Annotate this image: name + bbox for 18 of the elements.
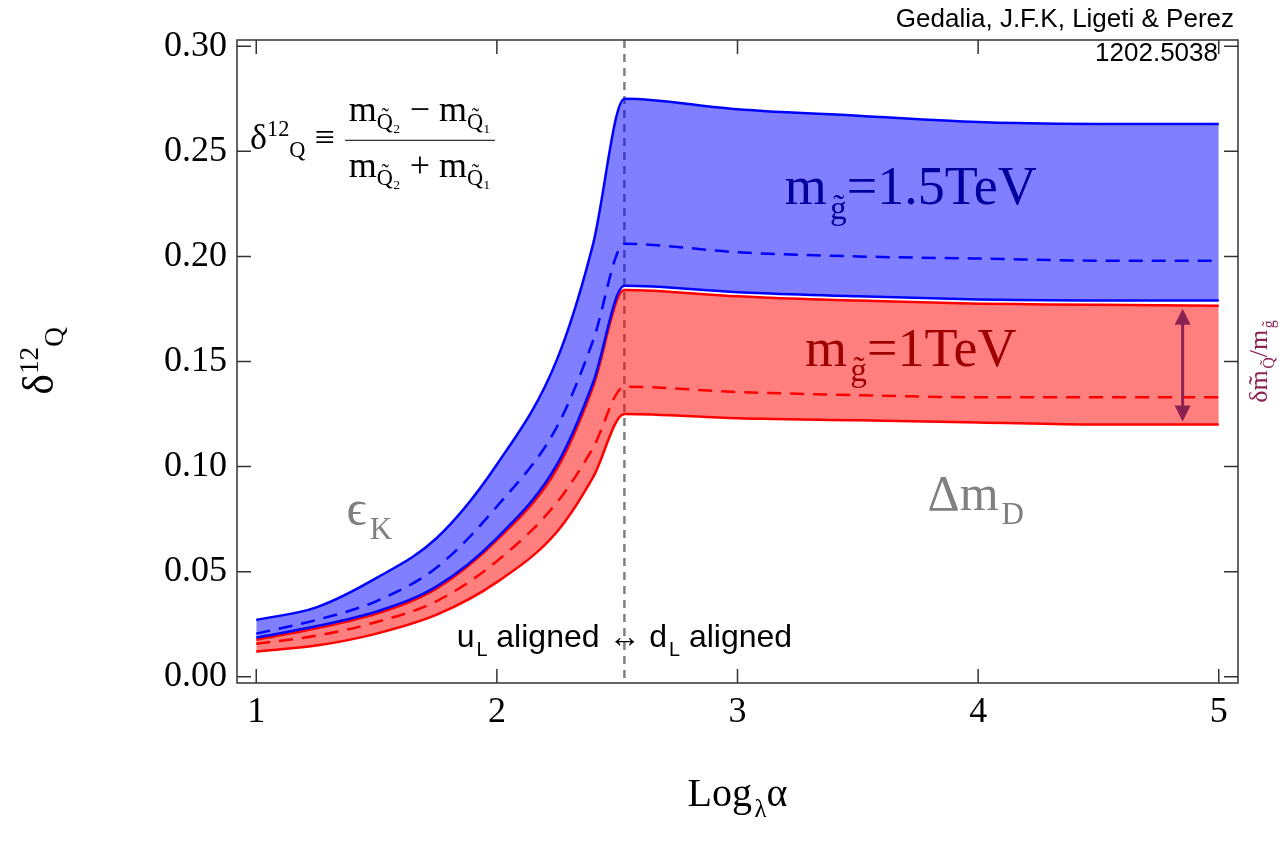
y-tick-label: 0.30 — [164, 23, 227, 64]
annotation: δ$^{12}$$_{Q}$ ≡ — [250, 116, 335, 163]
x-tick-label: 5 — [1209, 690, 1228, 731]
y-tick-label: 0.20 — [164, 233, 227, 274]
annotation: 1202.5038 — [1095, 36, 1218, 67]
annotation: m$_{Q̃₂}$ + m$_{Q̃₁}$ — [348, 144, 491, 190]
text: δm̃Q̃/mg̃ — [1243, 320, 1278, 403]
y-tick-label: 0.10 — [164, 444, 227, 485]
y-tick-label: 0.05 — [164, 549, 227, 590]
x-tick-label: 2 — [487, 690, 506, 731]
annotation: m$_{Q̃₂}$ − m$_{Q̃₁}$ — [348, 88, 491, 134]
y-tick-label: 0.15 — [164, 338, 227, 379]
x-tick-label: 4 — [969, 690, 988, 731]
y-tick-label: 0.25 — [164, 128, 227, 169]
x-tick-label: 3 — [728, 690, 747, 731]
y-tick-label: 0.00 — [164, 654, 227, 695]
text: Gedalia, J.F.K, Ligeti & Perez — [895, 2, 1235, 33]
x-tick-label: 1 — [247, 690, 266, 731]
